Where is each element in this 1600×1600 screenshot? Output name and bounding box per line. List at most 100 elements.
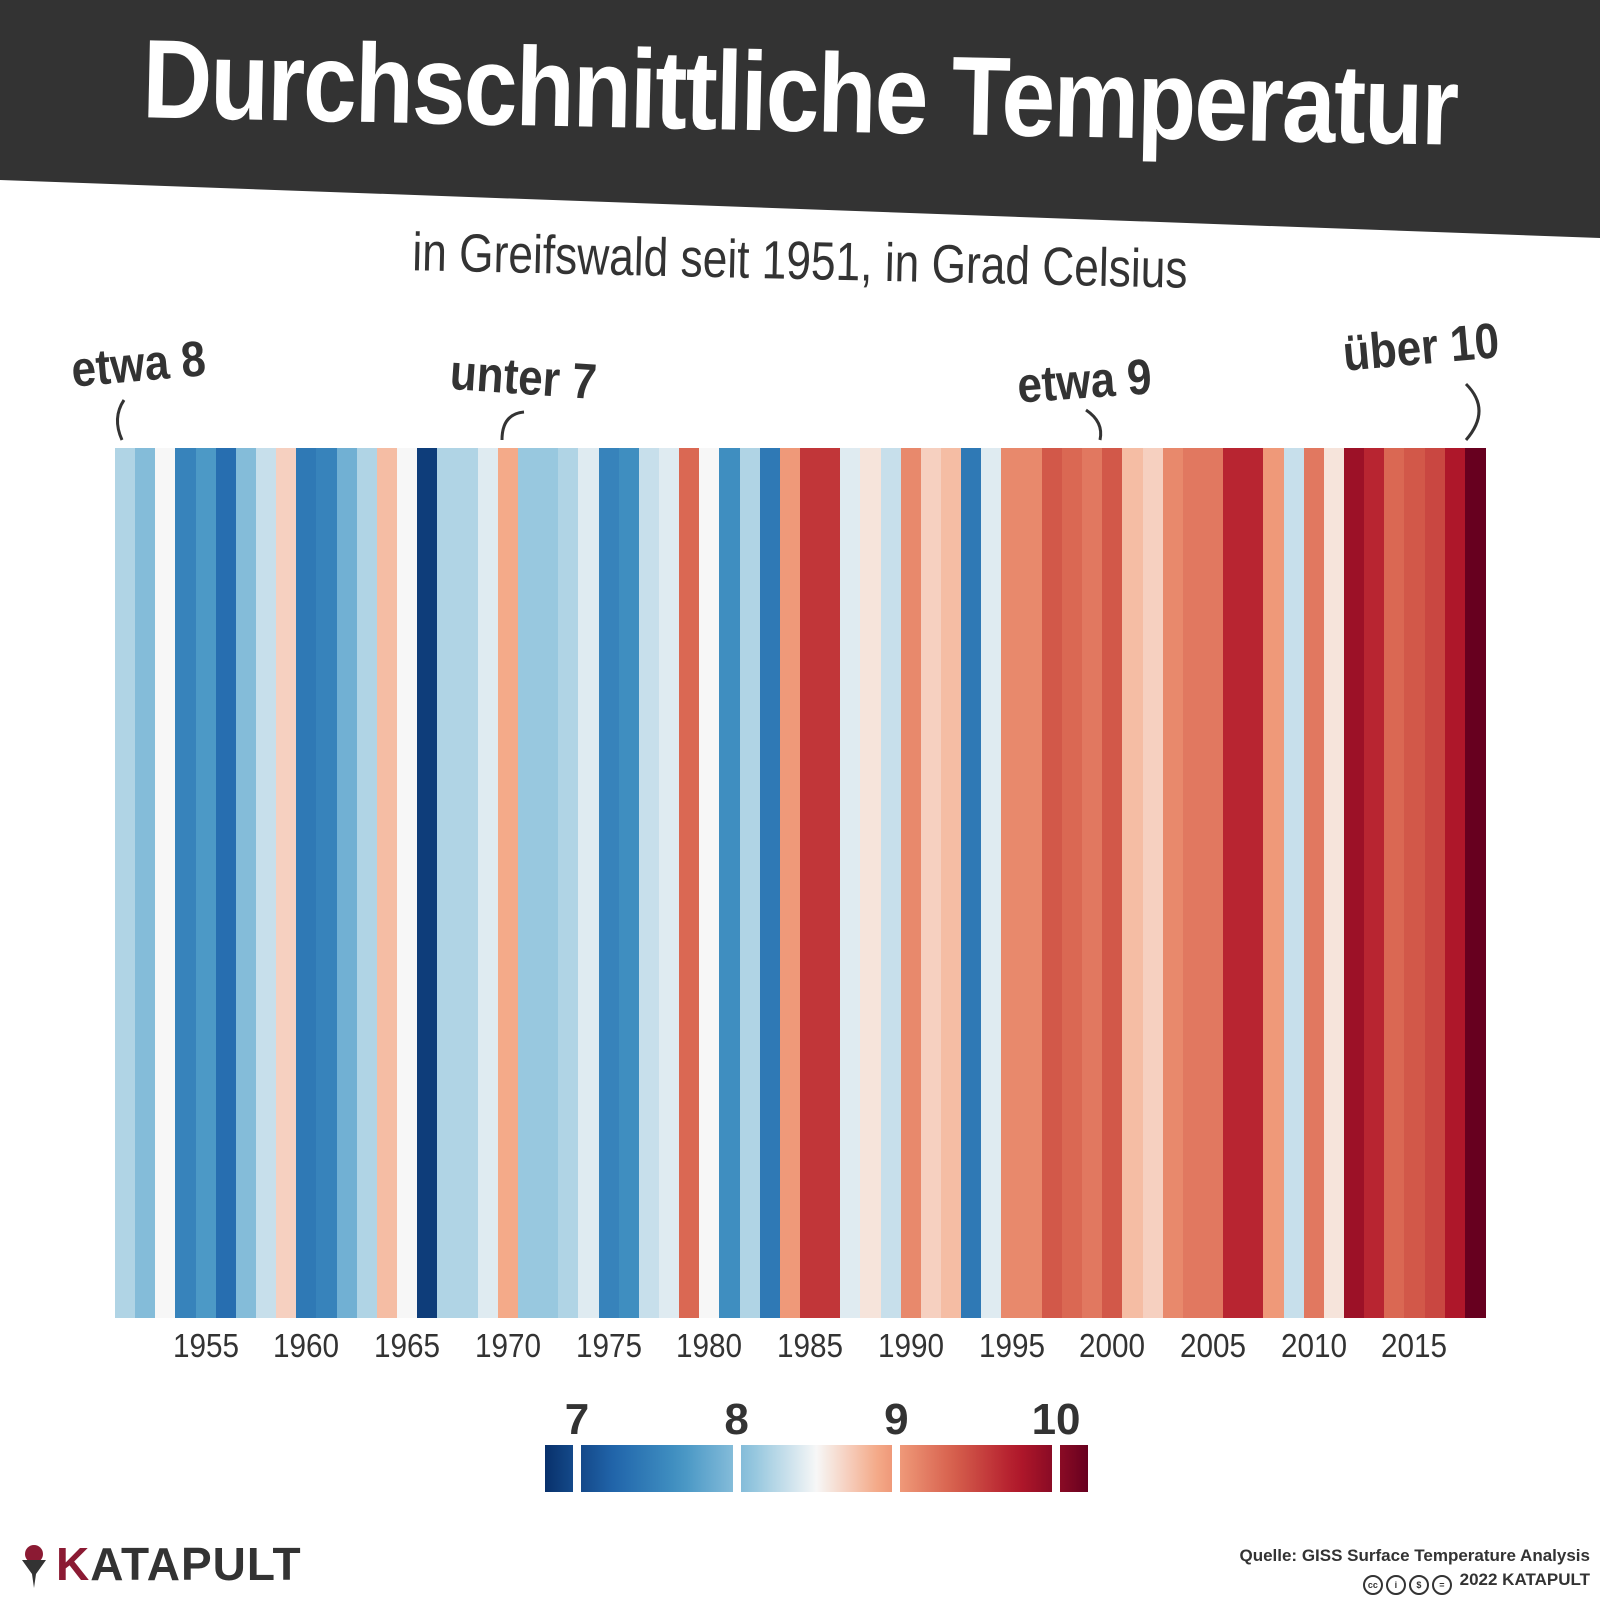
stripe-1976 <box>618 448 640 1318</box>
colorbar-tick-label: 8 <box>724 1395 749 1444</box>
stripe-1964 <box>376 448 398 1318</box>
colorbar-segment <box>580 1445 733 1492</box>
stripe-1956 <box>215 448 237 1318</box>
stripe-2006 <box>1223 448 1244 1318</box>
stripe-2014 <box>1384 448 1405 1318</box>
stripe-1953 <box>155 448 177 1318</box>
x-tick-label: 1955 <box>172 1327 239 1364</box>
stripe-1952 <box>135 448 156 1318</box>
stripe-1995 <box>1001 448 1023 1318</box>
stripe-1961 <box>316 448 338 1318</box>
stripe-1955 <box>195 448 217 1318</box>
x-tick-label: 1965 <box>374 1327 441 1364</box>
stripe-1973 <box>558 448 579 1318</box>
stripe-1977 <box>638 448 660 1318</box>
stripe-2015 <box>1404 448 1426 1318</box>
colorbar-segment <box>740 1445 893 1492</box>
nd-icon: = <box>1431 1575 1452 1595</box>
stripe-1989 <box>880 448 902 1318</box>
stripe-2000 <box>1102 448 1123 1318</box>
stripe-1998 <box>1061 448 1083 1318</box>
stripe-1984 <box>779 448 801 1318</box>
stripe-1990 <box>900 448 922 1318</box>
stripe-2016 <box>1424 448 1446 1318</box>
colorbar-segment <box>545 1445 573 1492</box>
stripe-1979 <box>679 448 700 1318</box>
stripe-1987 <box>840 448 862 1318</box>
stripe-1975 <box>598 448 620 1318</box>
x-tick-label: 1995 <box>978 1327 1045 1364</box>
x-tick-label: 1975 <box>575 1327 642 1364</box>
stripe-2002 <box>1142 448 1164 1318</box>
stripe-1982 <box>739 448 761 1318</box>
stripe-1983 <box>759 448 781 1318</box>
stripe-1999 <box>1082 448 1103 1318</box>
x-tick-label: 1990 <box>877 1327 944 1364</box>
stripe-1962 <box>336 448 358 1318</box>
cc-icon: cc <box>1362 1575 1383 1595</box>
stripe-1959 <box>276 448 297 1318</box>
source-text: Quelle: GISS Surface Temperature Analysi… <box>1239 1546 1590 1565</box>
x-tick-label: 2015 <box>1381 1327 1448 1364</box>
annotation-connector-1970 <box>500 410 525 441</box>
stripe-1991 <box>920 448 942 1318</box>
stripe-1963 <box>356 448 378 1318</box>
stripe-1954 <box>175 448 197 1318</box>
x-tick-label: 2010 <box>1280 1327 1347 1364</box>
stripe-1968 <box>457 448 479 1318</box>
x-tick-label: 1970 <box>474 1327 541 1364</box>
stripe-1965 <box>397 448 418 1318</box>
stripe-1980 <box>699 448 720 1318</box>
stripe-1981 <box>719 448 741 1318</box>
stripe-1951 <box>115 448 136 1318</box>
stripe-2017 <box>1444 448 1466 1318</box>
stripe-1960 <box>296 448 318 1318</box>
credit-text: 2022 KATAPULT <box>1459 1570 1590 1589</box>
stripe-2007 <box>1243 448 1264 1318</box>
stripe-2003 <box>1162 448 1184 1318</box>
stripe-1967 <box>437 448 459 1318</box>
stripe-1994 <box>981 448 1003 1318</box>
annotation-connector-2020 <box>1464 382 1481 441</box>
warming-stripes <box>115 448 1486 1318</box>
stripe-1985 <box>800 448 821 1318</box>
by-icon: i <box>1385 1575 1406 1595</box>
stripe-1997 <box>1041 448 1063 1318</box>
stripe-1986 <box>820 448 841 1318</box>
stripe-1988 <box>860 448 882 1318</box>
stripe-1974 <box>578 448 600 1318</box>
x-tick-label: 2000 <box>1079 1327 1146 1364</box>
stripe-1972 <box>538 448 559 1318</box>
stripe-1971 <box>517 448 539 1318</box>
title-banner <box>0 0 1600 238</box>
x-tick-label: 1960 <box>273 1327 340 1364</box>
annotation-connector-1951 <box>116 399 126 441</box>
stripe-2001 <box>1122 448 1144 1318</box>
stripe-1966 <box>417 448 438 1318</box>
x-tick-label: 1985 <box>777 1327 844 1364</box>
stripe-2011 <box>1323 448 1345 1318</box>
stripe-2005 <box>1202 448 1224 1318</box>
annotation-connectors <box>116 382 1481 441</box>
annotation-connector-1996 <box>1085 408 1103 441</box>
nc-icon: $ <box>1408 1575 1429 1595</box>
stripe-1996 <box>1021 448 1043 1318</box>
stripe-2008 <box>1263 448 1285 1318</box>
colorbar-segment <box>900 1445 1053 1492</box>
stripe-1993 <box>961 448 982 1318</box>
license-credit: cc i $ = 2022 KATAPULT <box>1362 1570 1590 1595</box>
stripe-1970 <box>497 448 519 1318</box>
katapult-logo: KATAPULT <box>56 1538 302 1590</box>
katapult-logo-icon <box>22 1545 46 1588</box>
x-tick-label: 1980 <box>676 1327 743 1364</box>
colorbar-segment <box>1060 1445 1088 1492</box>
stripe-2009 <box>1283 448 1305 1318</box>
stripe-1958 <box>256 448 277 1318</box>
stripe-1978 <box>658 448 680 1318</box>
x-tick-label: 2005 <box>1179 1327 1247 1364</box>
stripe-2012 <box>1343 448 1365 1318</box>
colorbar-tick-label: 10 <box>1031 1395 1081 1444</box>
stripe-1957 <box>235 448 257 1318</box>
colorbar-tick-label: 9 <box>884 1395 909 1444</box>
stripe-2018 <box>1464 448 1486 1318</box>
